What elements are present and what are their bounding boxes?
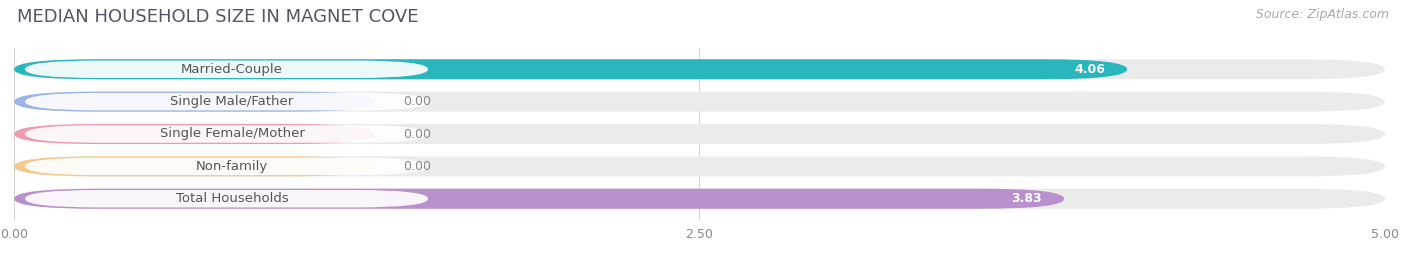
FancyBboxPatch shape bbox=[14, 124, 1385, 144]
FancyBboxPatch shape bbox=[14, 189, 1385, 209]
FancyBboxPatch shape bbox=[25, 61, 427, 78]
Text: Source: ZipAtlas.com: Source: ZipAtlas.com bbox=[1256, 8, 1389, 21]
Text: Married-Couple: Married-Couple bbox=[181, 63, 283, 76]
FancyBboxPatch shape bbox=[25, 190, 427, 207]
FancyBboxPatch shape bbox=[14, 92, 1385, 112]
Text: Single Male/Father: Single Male/Father bbox=[170, 95, 294, 108]
Text: Non-family: Non-family bbox=[195, 160, 269, 173]
Text: 0.00: 0.00 bbox=[402, 128, 430, 140]
FancyBboxPatch shape bbox=[14, 156, 375, 176]
FancyBboxPatch shape bbox=[14, 92, 375, 112]
Text: MEDIAN HOUSEHOLD SIZE IN MAGNET COVE: MEDIAN HOUSEHOLD SIZE IN MAGNET COVE bbox=[17, 8, 419, 26]
FancyBboxPatch shape bbox=[25, 158, 427, 175]
Text: 3.83: 3.83 bbox=[1011, 192, 1042, 205]
FancyBboxPatch shape bbox=[14, 59, 1385, 79]
Text: 4.06: 4.06 bbox=[1074, 63, 1105, 76]
Text: Total Households: Total Households bbox=[176, 192, 288, 205]
Text: 0.00: 0.00 bbox=[402, 160, 430, 173]
FancyBboxPatch shape bbox=[14, 189, 1064, 209]
FancyBboxPatch shape bbox=[14, 124, 375, 144]
FancyBboxPatch shape bbox=[25, 93, 427, 110]
FancyBboxPatch shape bbox=[14, 156, 1385, 176]
Text: Single Female/Mother: Single Female/Mother bbox=[160, 128, 305, 140]
FancyBboxPatch shape bbox=[25, 125, 427, 143]
Text: 0.00: 0.00 bbox=[402, 95, 430, 108]
FancyBboxPatch shape bbox=[14, 59, 1128, 79]
